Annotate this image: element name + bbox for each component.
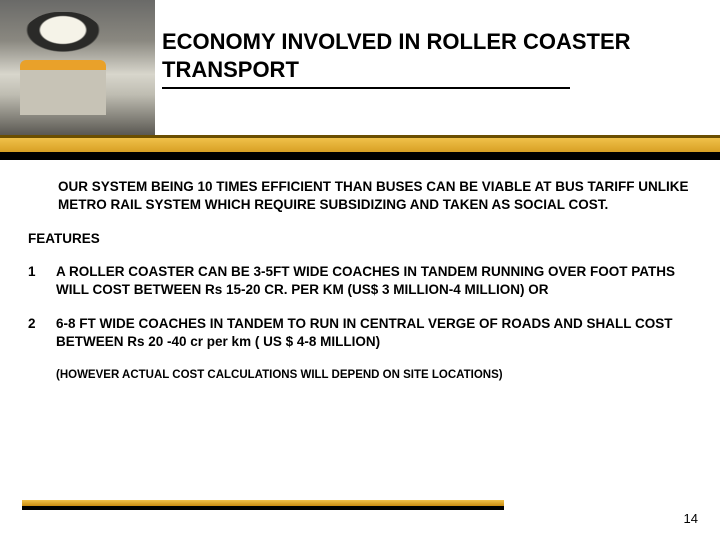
item-number: 2 (28, 315, 56, 351)
title-line-1: ECONOMY INVOLVED IN ROLLER COASTER (162, 29, 631, 54)
slide-title: ECONOMY INVOLVED IN ROLLER COASTER TRANS… (162, 28, 700, 83)
intro-paragraph: OUR SYSTEM BEING 10 TIMES EFFICIENT THAN… (58, 178, 692, 214)
features-heading: FEATURES (28, 230, 692, 248)
title-underline (162, 87, 570, 89)
page-number: 14 (684, 511, 698, 526)
list-item: 1 A ROLLER COASTER CAN BE 3-5FT WIDE COA… (28, 263, 692, 299)
title-line-2: TRANSPORT (162, 57, 299, 82)
content: OUR SYSTEM BEING 10 TIMES EFFICIENT THAN… (0, 160, 720, 383)
item-text: 6-8 FT WIDE COACHES IN TANDEM TO RUN IN … (56, 315, 692, 351)
gold-band (0, 135, 720, 160)
item-text: A ROLLER COASTER CAN BE 3-5FT WIDE COACH… (56, 263, 692, 299)
footer-bar (22, 500, 504, 510)
note-text: (HOWEVER ACTUAL COST CALCULATIONS WILL D… (56, 368, 692, 384)
train-photo (0, 0, 155, 135)
list-item: 2 6-8 FT WIDE COACHES IN TANDEM TO RUN I… (28, 315, 692, 351)
item-number: 1 (28, 263, 56, 299)
header: ECONOMY INVOLVED IN ROLLER COASTER TRANS… (0, 0, 720, 160)
title-block: ECONOMY INVOLVED IN ROLLER COASTER TRANS… (162, 28, 700, 89)
